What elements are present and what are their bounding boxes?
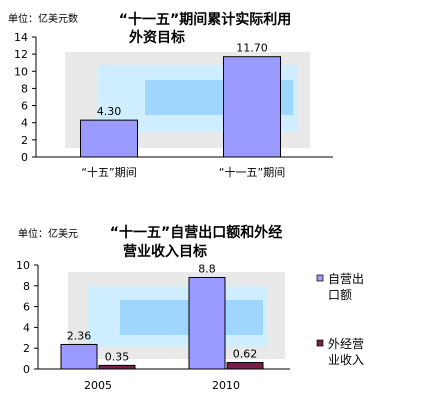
chart-1-y-tick-label-5: 10 xyxy=(14,65,28,78)
legend-label-series-2-line-2: 业收入 xyxy=(328,353,364,367)
chart-1-value-labels: 4.30 11.70 xyxy=(97,42,268,118)
chart-2-unit-label: 单位：亿美元 xyxy=(18,227,78,240)
chart-1-bar-s1-c2 xyxy=(223,56,281,158)
chart-2-y-tick-label-5: 10 xyxy=(16,259,30,272)
chart-1-title-line-1: “十一五”期间累计实际利用 xyxy=(119,11,291,28)
chart-2-title-line-2: 营业收入目标 xyxy=(123,243,207,260)
chart-2-y-ticks: 0 2 4 6 8 10 xyxy=(16,259,38,376)
chart-1-y-tick-label-7: 14 xyxy=(14,31,28,44)
chart-2-y-tick-label-0: 0 xyxy=(23,363,30,376)
chart-2-value-label-s2-c1: 0.35 xyxy=(105,350,130,363)
chart-2-y-tick-label-2: 4 xyxy=(23,321,30,334)
chart-1-category-label-2: “十一五”期间 xyxy=(219,165,285,179)
chart-2-bars xyxy=(60,276,264,370)
chart-2-value-label-s2-c2: 0.62 xyxy=(233,348,258,361)
chart-2-category-label-1: 2005 xyxy=(84,379,112,392)
legend-swatch-series-1 xyxy=(316,274,324,282)
legend-label-series-2-line-1: 外经营 xyxy=(328,337,364,351)
chart-2-value-label-s1-c2: 8.8 xyxy=(198,262,216,275)
chart-1-y-ticks: 0 2 4 6 8 10 12 14 xyxy=(14,31,36,164)
chart-1-y-tick-label-1: 2 xyxy=(21,134,28,147)
chart-1-value-label-s1-c1: 4.30 xyxy=(97,105,122,118)
chart-2-value-label-s1-c1: 2.36 xyxy=(67,329,92,342)
legend-label-series-1-line-2: 口额 xyxy=(328,288,352,302)
chart-2-bar-s2-c2 xyxy=(226,362,264,370)
chart-1-bars xyxy=(80,56,281,158)
chart-1-y-tick-label-6: 12 xyxy=(14,48,28,61)
chart-2-y-tick-label-3: 6 xyxy=(23,301,30,314)
chart-1-y-tick-label-0: 0 xyxy=(21,151,28,164)
legend-swatch-series-2 xyxy=(316,339,324,347)
chart-2: 单位：亿美元 “十一五”自营出口额和外经 营业收入目标 0 2 4 6 8 10 2.36… xyxy=(16,224,364,392)
chart-1-y-tick-label-2: 4 xyxy=(21,117,28,130)
chart-2-category-label-2: 2010 xyxy=(212,379,240,392)
legend-label-series-1-line-1: 自营出 xyxy=(328,272,364,286)
chart-2-bar-s1-c2 xyxy=(188,276,226,370)
chart-1-title-line-2: 外资目标 xyxy=(129,29,185,46)
chart-1-y-tick-label-3: 6 xyxy=(21,100,28,113)
chart-2-title-line-1: “十一五”自营出口额和外经 xyxy=(110,224,282,241)
chart-2-legend: 自营出 口额 外经营 业收入 xyxy=(316,272,364,367)
chart-2-y-tick-label-1: 2 xyxy=(23,342,30,355)
chart-2-bar-s1-c1 xyxy=(60,343,98,370)
chart-2-y-tick-label-4: 8 xyxy=(23,280,30,293)
chart-1-unit-label: 单位：亿美元数 xyxy=(8,12,78,25)
chart-1-value-label-s1-c2: 11.70 xyxy=(236,42,268,55)
chart-1-category-label-1: “十五”期间 xyxy=(81,165,136,179)
chart-1: 单位：亿美元数 “十一五”期间累计实际利用 外资目标 0 2 4 6 8 10 12 14 4… xyxy=(8,11,333,179)
chart-1-y-tick-label-4: 8 xyxy=(21,82,28,95)
chart-2-value-labels: 2.36 8.8 0.35 0.62 xyxy=(67,262,258,363)
chart-2-bar-s2-c1 xyxy=(98,364,136,370)
chart-1-bar-s1-c1 xyxy=(80,119,138,158)
